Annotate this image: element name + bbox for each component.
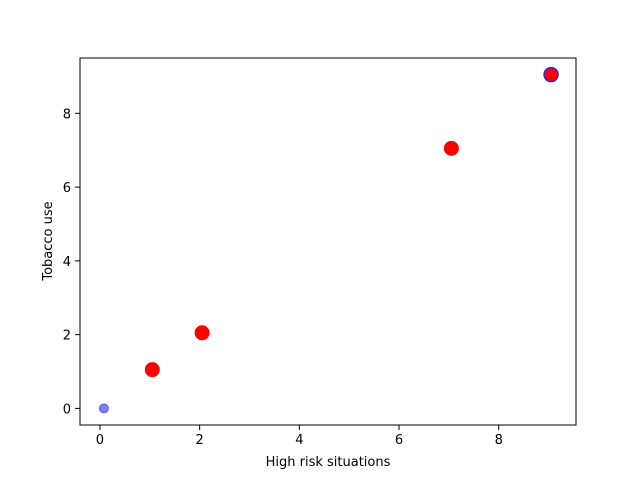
y-tick-label: 8: [63, 107, 71, 122]
x-axis-ticks: 0 2 4 6 8: [96, 425, 503, 448]
data-point: [543, 66, 559, 83]
x-tick-label: 4: [295, 433, 303, 448]
x-tick-label: 6: [395, 433, 403, 448]
y-tick-label: 0: [63, 402, 71, 417]
data-point: [443, 140, 459, 156]
axes-frame: [79, 57, 577, 426]
y-tick-label: 6: [63, 181, 71, 196]
x-axis-label: High risk situations: [266, 455, 391, 470]
y-tick-label: 2: [63, 329, 71, 344]
y-axis-ticks: 0 2 4 6 8: [63, 107, 80, 417]
y-axis-label: Tobacco use: [41, 201, 56, 281]
data-points: [98, 66, 559, 414]
data-point: [194, 325, 210, 341]
data-point: [98, 403, 109, 414]
x-tick-label: 8: [495, 433, 503, 448]
x-tick-label: 0: [96, 433, 104, 448]
y-tick-label: 4: [63, 255, 71, 270]
data-point: [144, 362, 160, 378]
x-tick-label: 2: [195, 433, 203, 448]
plot-area: 0 2 4 6 8 0 2 4 6 8: [63, 57, 577, 448]
